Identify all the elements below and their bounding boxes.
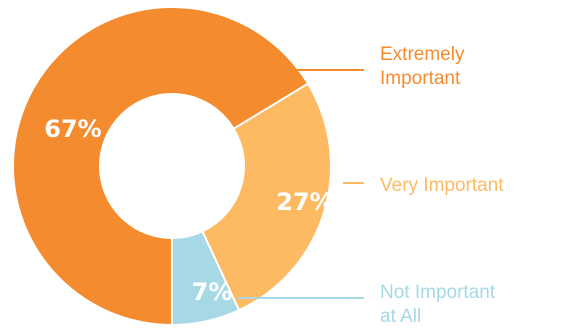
value-label-extremely-important: 67% [44, 115, 101, 143]
slice-separator [233, 82, 309, 130]
donut-slices [13, 7, 330, 325]
percentage-labels: 67% 27% 7% [44, 115, 333, 306]
category-label-not-important-at-all-line-1: Not Important [380, 282, 496, 303]
leader-lines [238, 69, 364, 299]
slice-extremely-important [13, 7, 308, 324]
category-label-not-important-at-all-line-2: at All [380, 306, 421, 327]
value-label-not-important-at-all: 7% [192, 278, 233, 306]
category-label-extremely-important-line-1: Extremely [380, 44, 465, 65]
category-labels: Extremely Important Very Important Not Impo… [380, 44, 504, 327]
value-label-very-important: 27% [276, 188, 333, 216]
slice-separator [201, 230, 240, 311]
slice-not-important-at-all [172, 232, 239, 324]
category-label-very-important-line-1: Very Important [380, 175, 504, 196]
category-label-extremely-important-line-2: Important [380, 68, 461, 89]
slice-very-important [202, 84, 330, 310]
